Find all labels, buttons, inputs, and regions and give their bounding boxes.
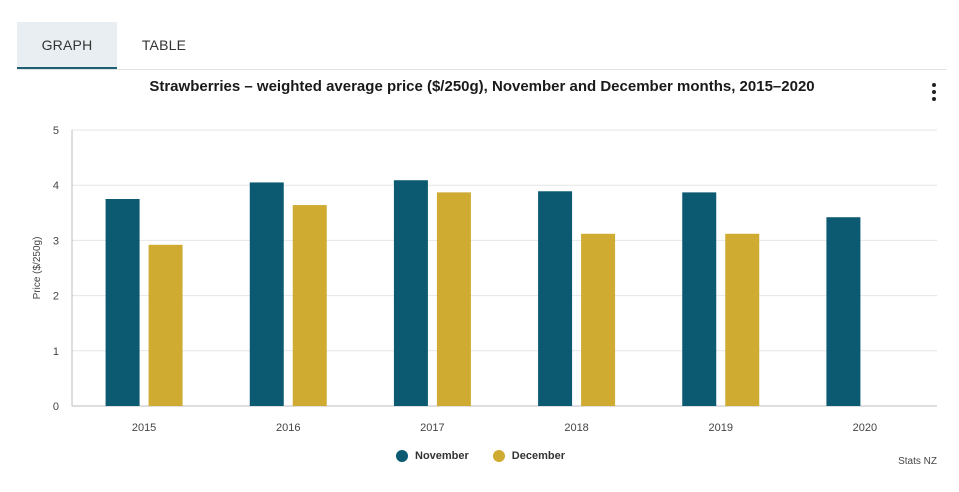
- legend-item-december[interactable]: December: [492, 450, 565, 462]
- bar-november-2017: [393, 180, 428, 406]
- x-tick-label: 2017: [420, 422, 444, 434]
- bar-november-2016: [249, 182, 284, 406]
- x-tick-label: 2019: [709, 422, 733, 434]
- x-tick-label: 2018: [564, 422, 588, 434]
- chart-legend: November December: [396, 450, 565, 462]
- bar-november-2015: [105, 199, 140, 406]
- x-tick-label: 2015: [132, 422, 156, 434]
- y-tick-label: 0: [53, 401, 59, 413]
- legend-item-november[interactable]: November: [396, 450, 469, 462]
- bar-december-2019: [725, 233, 760, 406]
- bar-december-2017: [436, 192, 471, 406]
- y-tick-label: 3: [53, 235, 59, 247]
- more-vertical-icon: [932, 83, 936, 87]
- y-tick-label: 1: [53, 346, 59, 358]
- chart-tabs: GRAPH TABLE: [17, 22, 947, 70]
- bar-december-2016: [292, 205, 327, 406]
- bar-november-2019: [682, 192, 717, 406]
- chart-menu-button[interactable]: [924, 80, 944, 104]
- x-tick-label: 2016: [276, 422, 300, 434]
- bar-november-2018: [538, 191, 573, 406]
- legend-label-november: November: [415, 450, 469, 462]
- y-axis-label: Price ($/250g): [32, 237, 43, 300]
- bar-december-2018: [581, 233, 616, 406]
- y-tick-label: 2: [53, 291, 59, 303]
- chart-title: Strawberries – weighted average price ($…: [149, 78, 815, 95]
- bar-november-2020: [826, 217, 861, 406]
- legend-swatch-december: [492, 450, 505, 462]
- legend-label-december: December: [511, 450, 565, 462]
- source-credit: Stats NZ: [898, 456, 937, 467]
- y-tick-label: 5: [53, 125, 59, 137]
- bar-december-2015: [148, 244, 183, 406]
- tab-table[interactable]: TABLE: [141, 37, 187, 53]
- y-tick-label: 4: [53, 180, 59, 192]
- tab-graph[interactable]: GRAPH: [17, 22, 117, 69]
- x-tick-label: 2020: [853, 422, 877, 434]
- legend-swatch-november: [396, 450, 408, 462]
